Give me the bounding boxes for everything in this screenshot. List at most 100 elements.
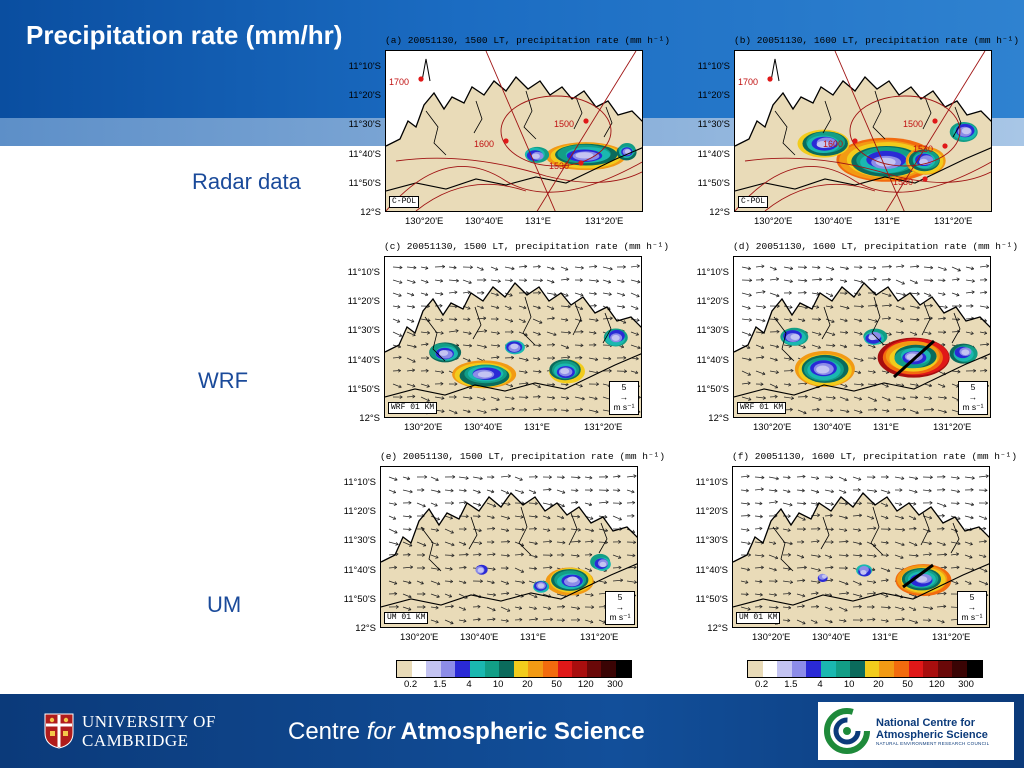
river [522,296,536,346]
wind-vector [560,278,570,281]
wind-vector [486,618,496,621]
wind-arrowhead [971,476,975,480]
wind-arrowhead [955,581,959,585]
wind-arrowhead [492,503,497,508]
wind-arrowhead [618,540,622,544]
wind-vector [937,317,946,320]
wind-arrowhead [506,591,510,596]
wind-arrowhead [787,567,791,571]
wind-arrowhead [832,396,836,400]
wind-vector [741,318,752,321]
wind-arrowhead [468,331,472,335]
wind-arrowhead [759,579,763,584]
wind-vector [853,279,864,283]
precip-contour [961,349,970,356]
wind-arrowhead [745,592,749,597]
wind-arrowhead [803,501,807,506]
wind-vector [866,515,874,520]
wind-vector [542,618,553,621]
wind-vector [740,515,751,517]
time-marker [922,176,928,182]
river [425,110,447,156]
wind-arrowhead [929,316,933,321]
wind-vector [528,618,538,621]
wind-arrowhead [872,475,876,479]
wind-arrowhead [803,290,807,295]
wind-arrowhead [943,409,947,414]
wind-vector [448,266,457,269]
wind-vector [978,554,987,558]
wind-arrowhead [984,278,988,282]
time-marker [942,143,948,149]
x-tick-label: 130°20'E [400,632,439,643]
wind-arrowhead [392,516,397,520]
wind-vector [528,502,538,504]
y-tick-label: 11°30'S [347,325,380,337]
wind-arrowhead [593,331,597,335]
wind-arrowhead [618,565,622,570]
y-tick-label: 12°S [709,207,730,218]
wind-arrowhead [463,565,467,570]
wind-arrowhead [589,552,593,557]
wind-arrowhead [944,305,948,309]
precip-contour [560,368,570,375]
wind-vector [880,489,891,494]
wind-vector [402,606,412,611]
wind-arrowhead [523,305,527,310]
wind-arrowhead [845,553,849,558]
wind-arrowhead [843,619,847,623]
wind-vector [542,606,551,610]
wind-vector [741,370,751,376]
wind-vector [472,553,482,556]
wind-vector [852,528,861,531]
wind-arrowhead [492,552,496,557]
colorbar-right [747,660,983,678]
wind-arrowhead [762,305,766,309]
wind-arrowhead [774,385,779,389]
wind-arrowhead [483,316,487,321]
wind-arrowhead [518,606,523,610]
wind-vector [796,489,805,492]
wind-vector [612,554,622,559]
river [872,90,886,140]
wind-vector [406,395,416,398]
y-tick-label: 11°50'S [697,177,730,189]
wind-vector [602,317,613,320]
sea-area [381,467,637,562]
wind-arrowhead [439,303,443,308]
wind-vector [824,566,834,569]
wind-arrowhead [762,290,766,294]
wind-arrowhead [843,279,848,283]
wind-vector [602,292,612,295]
wind-vector [504,279,513,281]
map-panel-a: 1700 1600 1500 1530 C-POL [385,50,643,212]
wind-vector [532,370,542,373]
wind-arrowhead [494,267,499,271]
wind-vector [388,553,399,556]
wind-vector [769,266,777,271]
wind-vector [602,279,611,283]
wind-arrowhead [874,407,878,412]
wind-arrowhead [900,318,904,323]
wind-arrowhead [506,516,511,520]
wind-arrowhead [815,604,819,609]
wind-arrowhead [435,605,439,610]
wind-arrowhead [623,369,627,374]
wind-vector [937,279,946,281]
wind-vector [796,554,804,558]
wind-arrowhead [565,345,570,349]
wind-arrowhead [774,579,778,583]
wind-vector [811,396,822,401]
river [472,306,482,340]
y-tick-label: 11°10'S [695,477,728,488]
wind-arrowhead [477,514,481,519]
wind-arrowhead [748,332,752,337]
wind-arrowhead [561,475,565,480]
wind-arrowhead [802,527,806,531]
wind-vector [838,580,849,585]
wind-vector [570,476,581,478]
wind-vector [476,317,487,320]
wind-vector [500,489,509,494]
wind-vector [881,292,892,297]
wind-vector [824,554,832,558]
